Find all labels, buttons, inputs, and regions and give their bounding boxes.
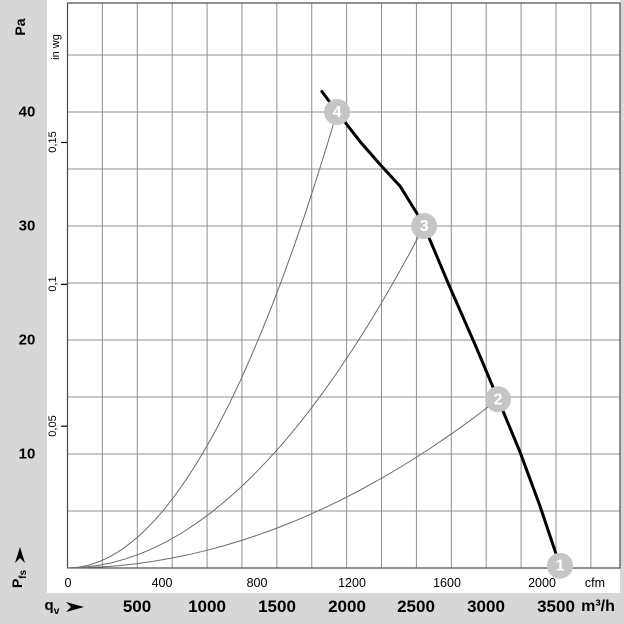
- operating-point-marker-1: [547, 552, 574, 579]
- system-curve-to-point-4: [67, 111, 338, 569]
- plot-frame: [66, 2, 621, 569]
- m3h-unit-label: m³/h: [581, 598, 615, 615]
- m3h-tick-500: 500: [122, 597, 152, 616]
- operating-point-label-2: 2: [494, 391, 503, 408]
- cfm-unit-label: cfm: [584, 576, 606, 590]
- pa-tick-40: 40: [18, 103, 36, 121]
- fan-curve: [320, 90, 562, 568]
- m3h-tick-2500: 2500: [397, 597, 435, 616]
- operating-point-marker-4: [324, 99, 351, 125]
- cfm-tick-400: 400: [151, 576, 173, 590]
- pfs-axis-title: Pfs: [9, 569, 29, 589]
- pfs-direction-arrow-icon: [15, 547, 25, 563]
- cfm-tick-1200: 1200: [338, 576, 366, 590]
- m3h-tick-3500: 3500: [537, 597, 575, 616]
- m3h-tick-1500: 1500: [258, 597, 296, 616]
- m3h-tick-1000: 1000: [188, 597, 226, 616]
- inwg-tick-005: 0,05: [47, 415, 59, 437]
- operating-point-label-4: 4: [333, 104, 342, 121]
- cfm-tick-800: 800: [246, 576, 268, 590]
- cfm-tick-2000: 2000: [528, 576, 556, 590]
- m3h-tick-3000: 3000: [467, 597, 505, 616]
- cfm-tick-1600: 1600: [433, 576, 461, 590]
- plot-panel: [47, 0, 620, 593]
- pa-tick-30: 30: [18, 217, 36, 235]
- pa-tick-10: 10: [18, 445, 36, 463]
- inwg-tick-015: 0,15: [47, 131, 59, 153]
- qv-axis-title: qv: [44, 597, 60, 617]
- system-curve-to-point-2: [67, 398, 499, 569]
- operating-point-marker-2: [485, 386, 512, 413]
- operating-point-label-1: 1: [556, 558, 565, 575]
- pa-axis-title: Pa: [12, 18, 28, 36]
- inwg-axis-title: in wg: [50, 34, 62, 60]
- qv-direction-arrow-icon: [66, 602, 84, 612]
- pa-tick-20: 20: [18, 331, 36, 349]
- system-curve-to-point-3: [67, 225, 425, 569]
- inwg-tick-01: 0,1: [47, 276, 59, 292]
- operating-point-marker-3: [411, 213, 438, 239]
- m3h-tick-2000: 2000: [328, 597, 366, 616]
- operating-point-label-3: 3: [420, 218, 429, 235]
- cfm-tick-0: 0: [64, 576, 72, 590]
